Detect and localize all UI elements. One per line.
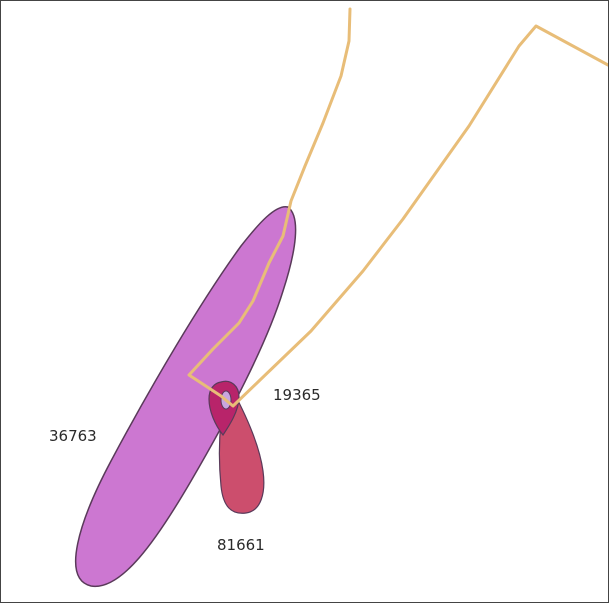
label-81661: 81661 xyxy=(217,536,265,554)
route-line[interactable] xyxy=(187,7,608,408)
label-19365: 19365 xyxy=(273,386,321,404)
zone-36763[interactable] xyxy=(75,206,297,587)
label-36763: 36763 xyxy=(49,427,97,445)
